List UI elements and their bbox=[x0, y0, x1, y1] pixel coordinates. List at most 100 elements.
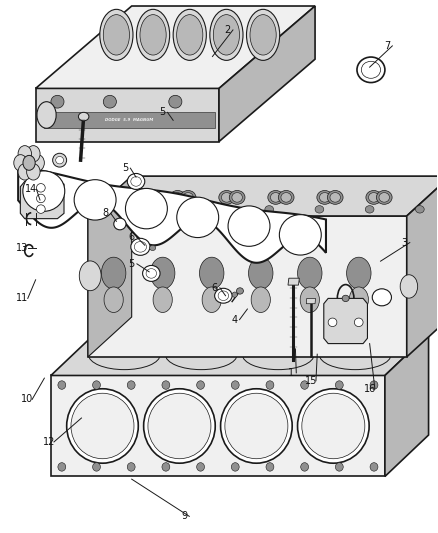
Ellipse shape bbox=[131, 238, 150, 255]
Ellipse shape bbox=[346, 257, 371, 289]
Ellipse shape bbox=[328, 318, 337, 327]
Ellipse shape bbox=[53, 154, 67, 167]
Ellipse shape bbox=[368, 192, 379, 202]
Ellipse shape bbox=[169, 117, 180, 127]
Ellipse shape bbox=[173, 192, 183, 202]
Ellipse shape bbox=[365, 206, 374, 213]
Ellipse shape bbox=[370, 381, 378, 389]
Ellipse shape bbox=[51, 95, 64, 108]
Ellipse shape bbox=[279, 215, 321, 255]
Ellipse shape bbox=[23, 156, 35, 170]
Ellipse shape bbox=[131, 176, 141, 186]
Text: 3: 3 bbox=[402, 238, 408, 247]
Ellipse shape bbox=[150, 245, 155, 251]
Polygon shape bbox=[44, 112, 215, 128]
Ellipse shape bbox=[372, 289, 392, 306]
Ellipse shape bbox=[36, 205, 45, 213]
Ellipse shape bbox=[232, 192, 242, 202]
Ellipse shape bbox=[248, 257, 273, 289]
Ellipse shape bbox=[37, 102, 56, 128]
Ellipse shape bbox=[342, 295, 349, 302]
Ellipse shape bbox=[377, 293, 387, 302]
Ellipse shape bbox=[124, 192, 134, 202]
Ellipse shape bbox=[247, 10, 280, 60]
Ellipse shape bbox=[268, 190, 283, 204]
Ellipse shape bbox=[18, 164, 32, 180]
Text: 5: 5 bbox=[122, 163, 128, 173]
Polygon shape bbox=[35, 88, 219, 142]
Ellipse shape bbox=[100, 10, 133, 60]
Ellipse shape bbox=[114, 218, 126, 230]
Ellipse shape bbox=[297, 389, 369, 463]
Polygon shape bbox=[35, 6, 315, 88]
Text: 6: 6 bbox=[212, 283, 218, 293]
Ellipse shape bbox=[213, 14, 240, 55]
Ellipse shape bbox=[232, 292, 237, 297]
Ellipse shape bbox=[146, 269, 156, 278]
Ellipse shape bbox=[31, 155, 44, 171]
Ellipse shape bbox=[251, 287, 270, 312]
Text: 10: 10 bbox=[21, 394, 33, 405]
Ellipse shape bbox=[202, 287, 221, 312]
Ellipse shape bbox=[229, 190, 245, 204]
Text: 12: 12 bbox=[42, 437, 55, 447]
Polygon shape bbox=[407, 176, 438, 357]
Ellipse shape bbox=[103, 95, 117, 108]
Ellipse shape bbox=[144, 389, 215, 463]
Ellipse shape bbox=[319, 192, 330, 202]
Ellipse shape bbox=[153, 287, 172, 312]
Text: 11: 11 bbox=[16, 293, 28, 303]
Ellipse shape bbox=[169, 95, 182, 108]
Ellipse shape bbox=[231, 463, 239, 471]
Ellipse shape bbox=[354, 318, 363, 327]
Ellipse shape bbox=[270, 192, 281, 202]
Text: 7: 7 bbox=[384, 41, 390, 51]
Ellipse shape bbox=[27, 164, 40, 180]
Ellipse shape bbox=[103, 14, 130, 55]
Ellipse shape bbox=[225, 393, 288, 459]
Polygon shape bbox=[132, 176, 438, 317]
Ellipse shape bbox=[131, 190, 147, 204]
Ellipse shape bbox=[215, 206, 223, 213]
Ellipse shape bbox=[173, 10, 206, 60]
Ellipse shape bbox=[327, 190, 343, 204]
Polygon shape bbox=[385, 334, 428, 477]
Ellipse shape bbox=[177, 197, 219, 238]
Ellipse shape bbox=[127, 173, 145, 189]
Ellipse shape bbox=[416, 206, 424, 213]
Ellipse shape bbox=[170, 190, 185, 204]
Ellipse shape bbox=[297, 257, 322, 289]
Ellipse shape bbox=[23, 171, 65, 211]
Ellipse shape bbox=[366, 190, 381, 204]
Ellipse shape bbox=[56, 157, 64, 164]
Ellipse shape bbox=[27, 146, 40, 162]
Ellipse shape bbox=[127, 381, 135, 389]
Ellipse shape bbox=[36, 194, 45, 203]
Ellipse shape bbox=[373, 289, 391, 305]
Text: DODGE  5.9  MAGNUM: DODGE 5.9 MAGNUM bbox=[106, 118, 154, 122]
Text: 16: 16 bbox=[364, 384, 376, 394]
Ellipse shape bbox=[219, 190, 234, 204]
Text: 5: 5 bbox=[159, 107, 166, 117]
Ellipse shape bbox=[231, 381, 239, 389]
Ellipse shape bbox=[104, 287, 123, 312]
Ellipse shape bbox=[150, 257, 175, 289]
Text: 9: 9 bbox=[181, 511, 187, 521]
Ellipse shape bbox=[302, 393, 365, 459]
Ellipse shape bbox=[162, 463, 170, 471]
Ellipse shape bbox=[114, 206, 123, 213]
Ellipse shape bbox=[266, 463, 274, 471]
Ellipse shape bbox=[197, 463, 205, 471]
Text: 13: 13 bbox=[16, 243, 28, 253]
Ellipse shape bbox=[18, 146, 32, 162]
Ellipse shape bbox=[199, 257, 224, 289]
Ellipse shape bbox=[317, 190, 332, 204]
Ellipse shape bbox=[58, 381, 66, 389]
Ellipse shape bbox=[164, 206, 173, 213]
Text: 6: 6 bbox=[129, 232, 135, 243]
Ellipse shape bbox=[180, 190, 196, 204]
Ellipse shape bbox=[400, 274, 418, 298]
Ellipse shape bbox=[58, 463, 66, 471]
Ellipse shape bbox=[166, 114, 183, 130]
Text: 1: 1 bbox=[288, 368, 294, 378]
